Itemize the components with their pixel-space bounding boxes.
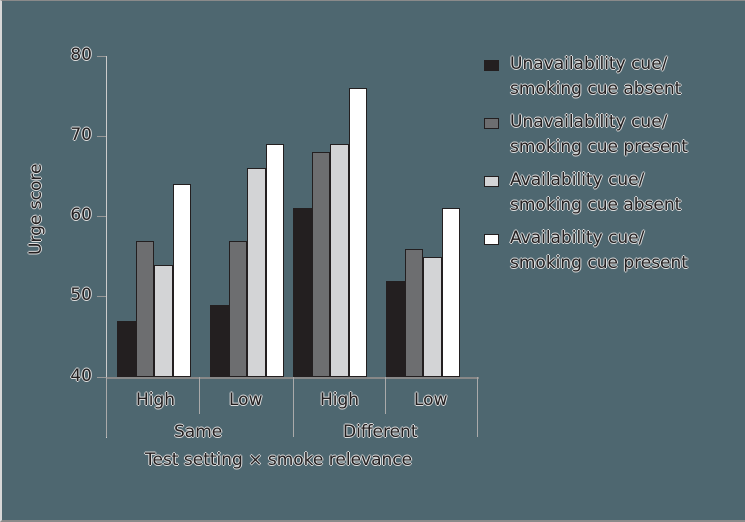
x-inner-label: High xyxy=(320,390,360,410)
group-separator xyxy=(106,377,107,437)
bar xyxy=(135,240,154,377)
bar xyxy=(311,152,330,377)
bar xyxy=(293,208,312,377)
bar xyxy=(247,168,266,377)
y-tick xyxy=(97,377,106,378)
bar xyxy=(404,248,423,377)
x-outer-label: Same xyxy=(174,422,223,442)
legend-swatch xyxy=(484,234,499,245)
bar xyxy=(172,184,191,377)
bar xyxy=(228,240,247,377)
x-axis-title: Test setting × smoke relevance xyxy=(145,450,413,470)
plot-area xyxy=(107,56,479,377)
bar xyxy=(441,208,460,377)
legend-label: Unavailability cue/smoking cue present xyxy=(510,112,688,157)
y-tick-label: 50 xyxy=(70,285,92,305)
bar xyxy=(423,256,442,377)
bar xyxy=(265,144,284,377)
y-tick xyxy=(97,296,106,297)
legend-label: Availability cue/smoking cue present xyxy=(510,228,688,273)
y-tick xyxy=(97,216,106,217)
x-inner-label: High xyxy=(136,390,176,410)
subgroup-separator xyxy=(199,377,200,414)
bar xyxy=(386,280,405,377)
x-inner-label: Low xyxy=(229,390,263,410)
y-axis-label: Urge score xyxy=(26,163,46,255)
legend-label: Unavailability cue/smoking cue absent xyxy=(510,54,682,99)
bar xyxy=(330,144,349,377)
x-inner-label: Low xyxy=(414,390,448,410)
y-tick xyxy=(97,56,106,57)
legend-label: Availability cue/smoking cue absent xyxy=(510,170,682,215)
y-tick xyxy=(97,136,106,137)
y-tick-label: 70 xyxy=(70,125,92,145)
y-tick-label: 60 xyxy=(70,205,92,225)
x-axis-line xyxy=(106,377,479,379)
bar xyxy=(154,264,173,377)
bar xyxy=(210,304,229,377)
y-tick-label: 40 xyxy=(70,366,92,386)
y-tick-label: 80 xyxy=(70,45,92,65)
y-axis-line xyxy=(106,56,107,438)
legend-swatch xyxy=(484,176,499,187)
legend-swatch xyxy=(484,60,499,71)
group-separator xyxy=(477,377,478,437)
x-outer-label: Different xyxy=(343,422,418,442)
legend-swatch xyxy=(484,118,499,129)
subgroup-separator xyxy=(385,377,386,414)
group-separator xyxy=(293,377,294,437)
bar xyxy=(117,320,136,377)
bar xyxy=(348,88,367,377)
